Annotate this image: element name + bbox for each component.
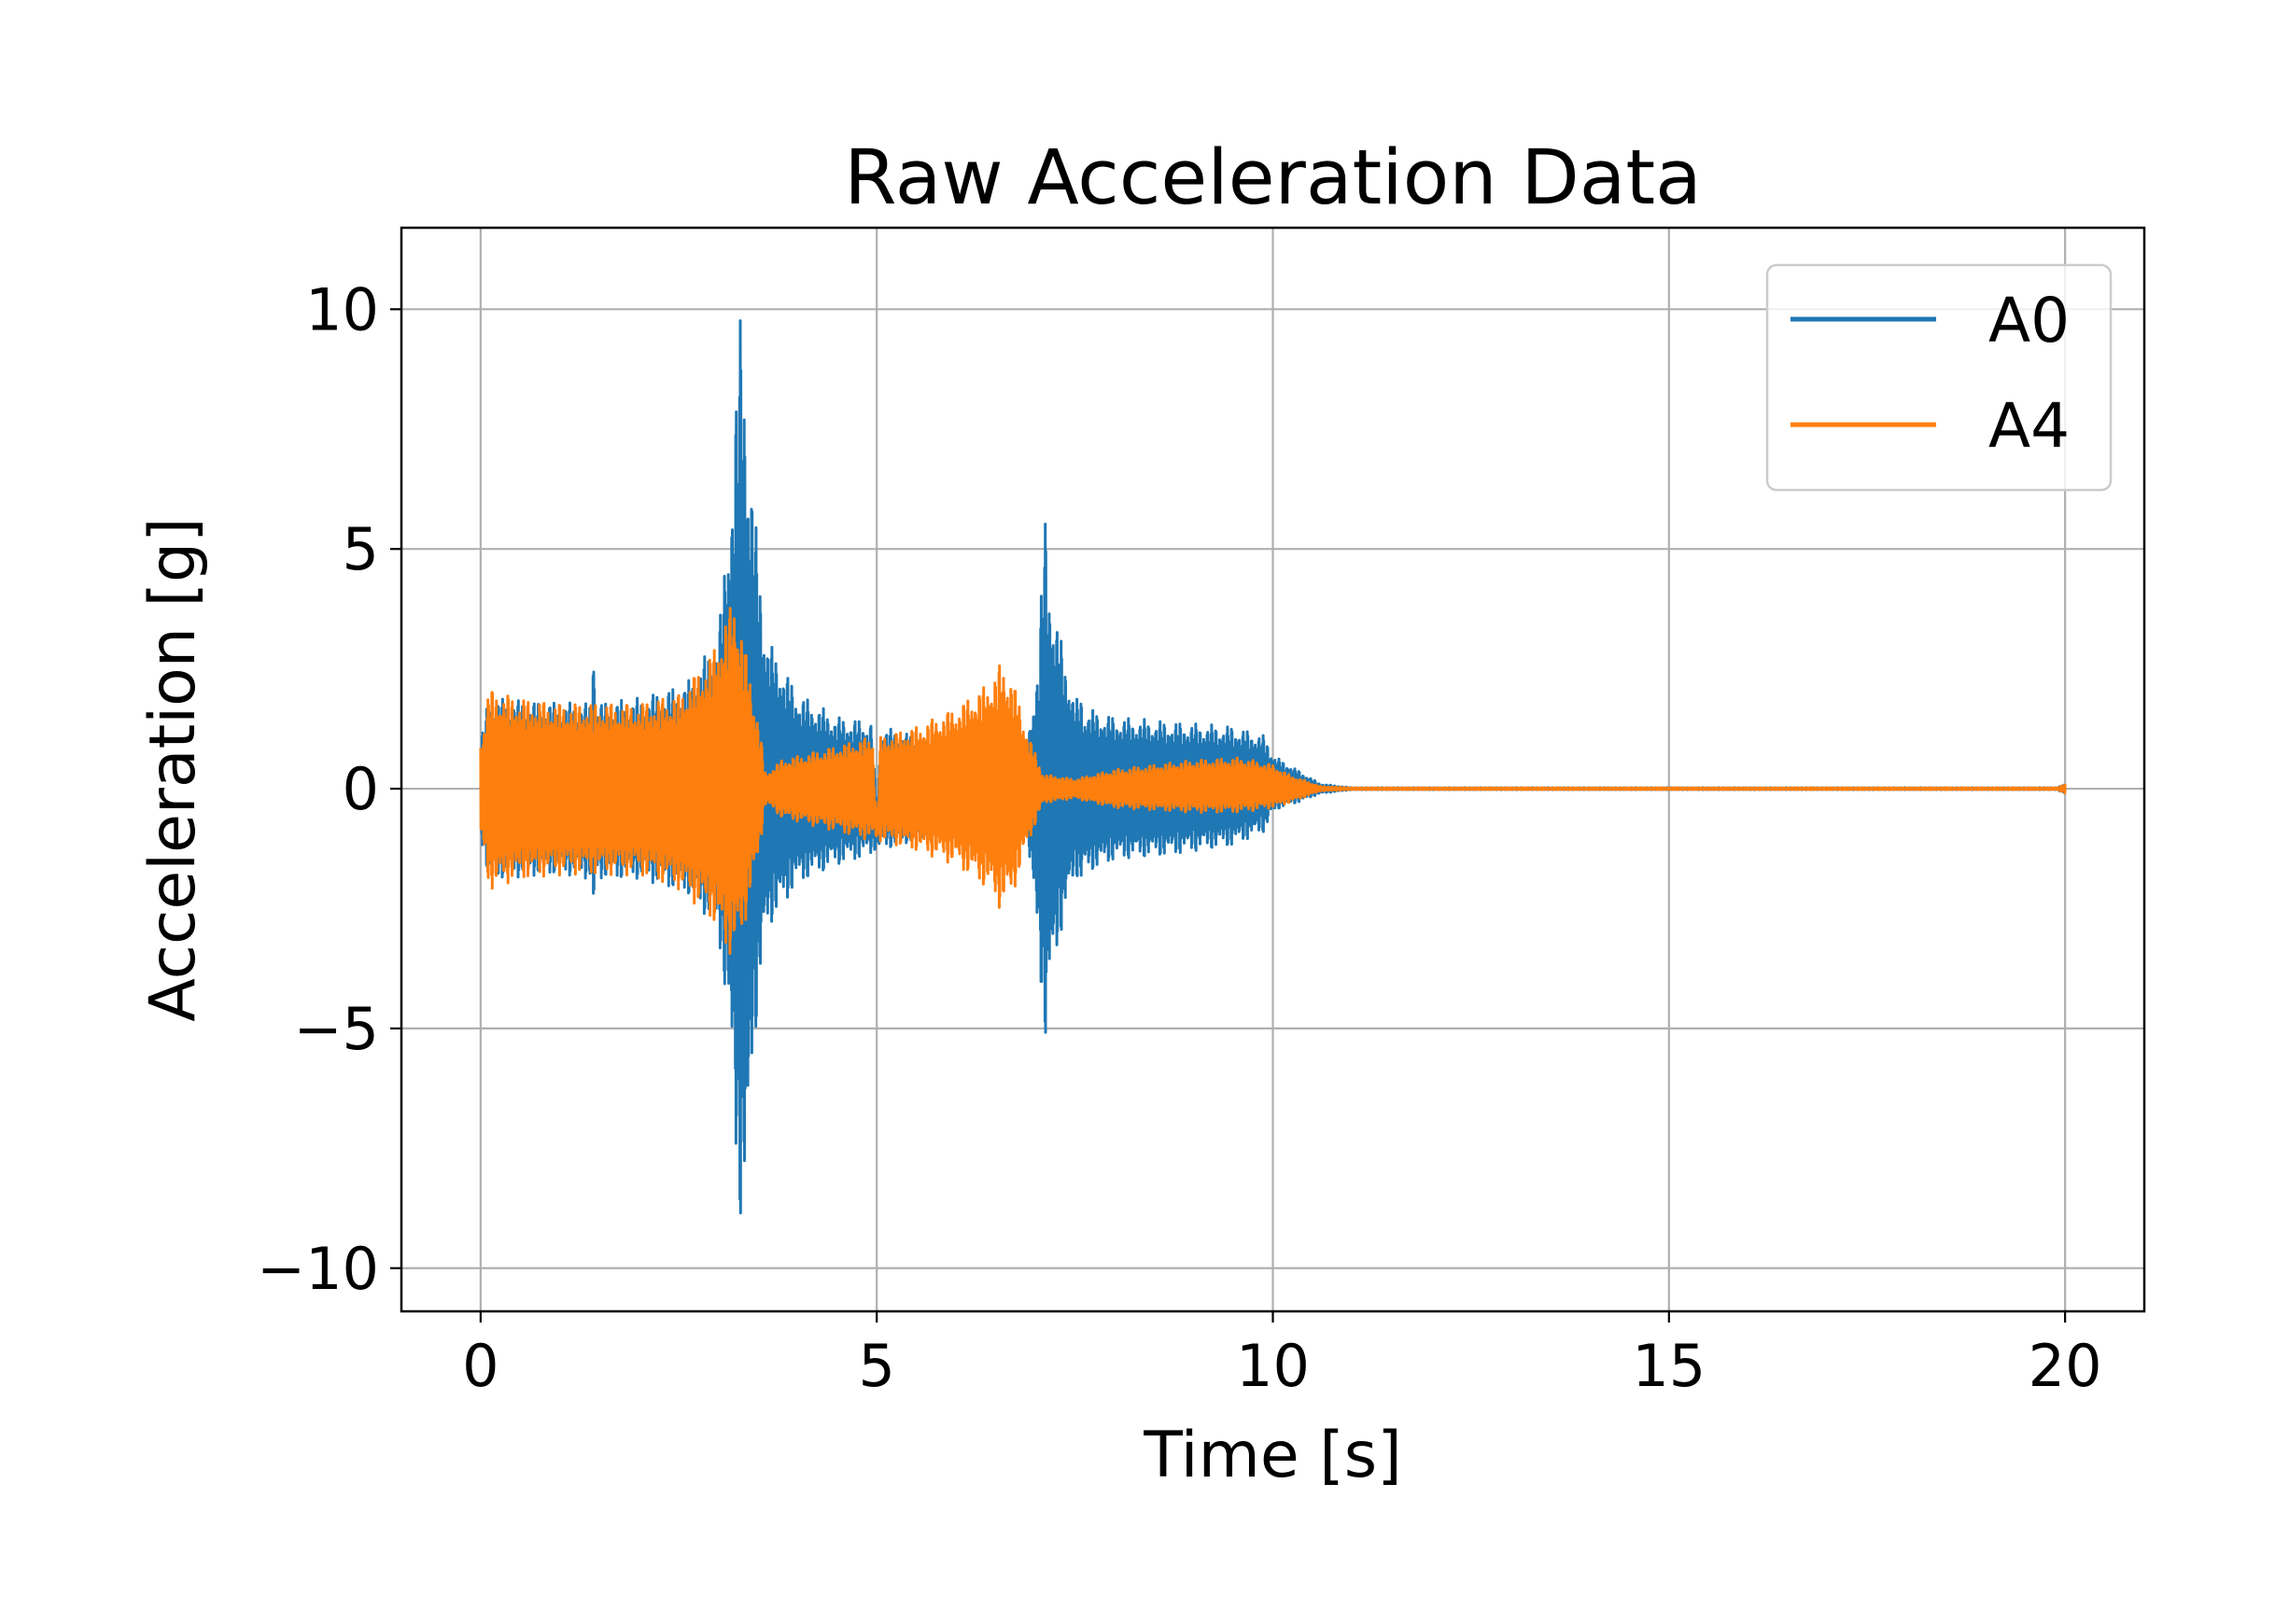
chart-title: Raw Acceleration Data — [844, 134, 1702, 222]
series-line-a4 — [479, 607, 2067, 956]
legend-label-a4: A4 — [1988, 390, 2070, 462]
y-tick-label: 10 — [305, 275, 379, 343]
x-tick-label: 0 — [462, 1332, 499, 1400]
legend-label-a0: A0 — [1988, 285, 2070, 357]
x-tick-label: 20 — [2029, 1332, 2102, 1400]
y-axis-title: Acceleration [g] — [136, 517, 210, 1021]
y-tick-label: −10 — [257, 1235, 379, 1303]
x-tick-label: 5 — [858, 1332, 894, 1400]
legend: A0 A4 — [1765, 263, 2113, 492]
plot-area — [479, 319, 2067, 1215]
x-tick-label: 10 — [1236, 1332, 1310, 1400]
x-axis-title: Time [s] — [1143, 1419, 1402, 1492]
y-tick-label: 0 — [343, 755, 379, 823]
y-tick-label: 5 — [343, 515, 379, 583]
y-tick-label: −5 — [294, 995, 379, 1063]
ticks: 0 5 10 15 20 −10 −5 0 5 10 — [257, 275, 2101, 1400]
x-tick-label: 15 — [1632, 1332, 1706, 1400]
